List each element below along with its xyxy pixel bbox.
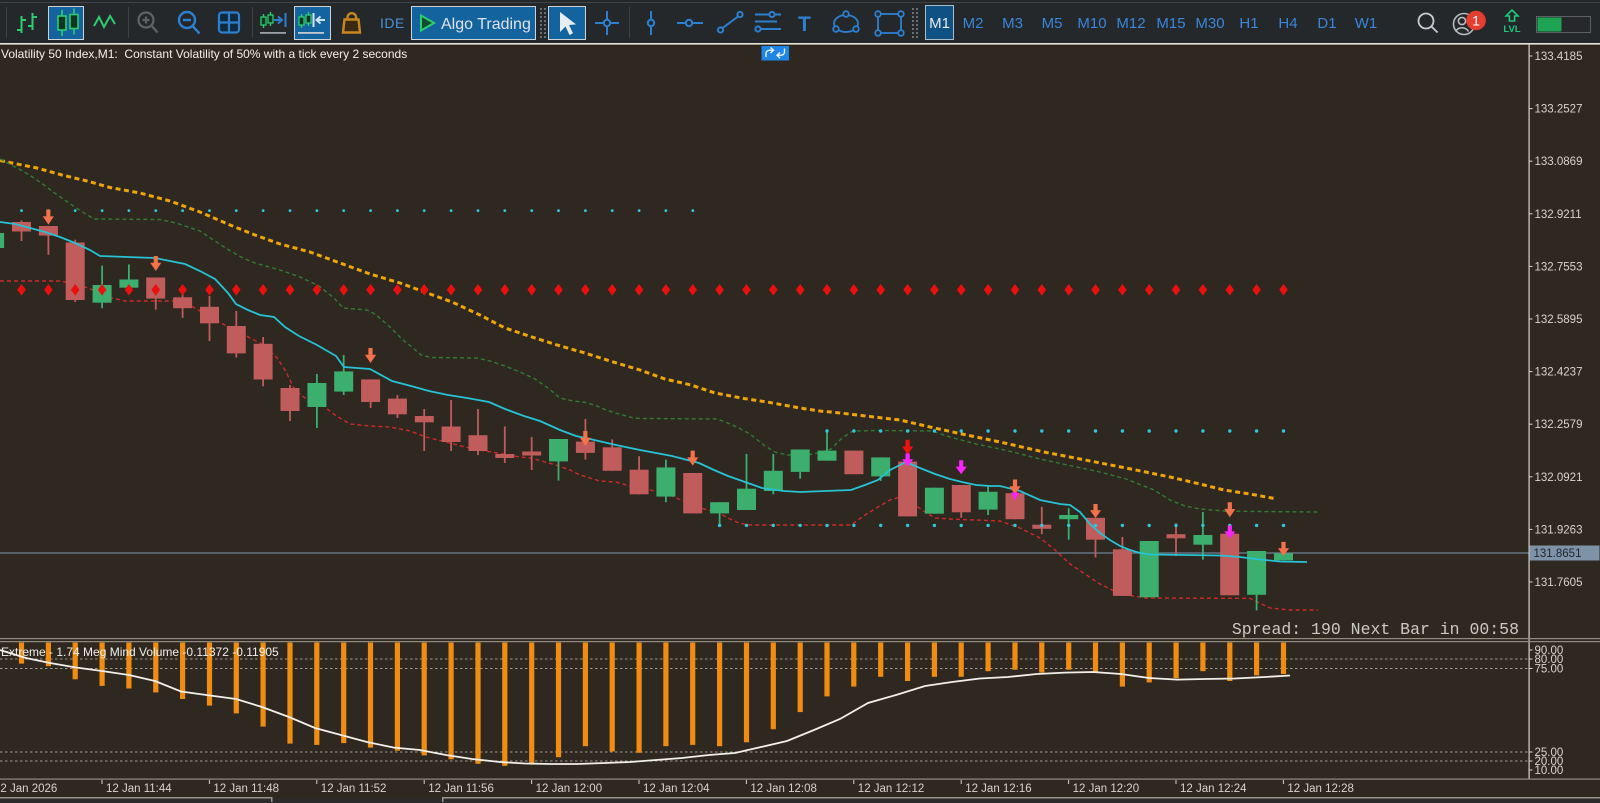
svg-text:12 Jan 11:44: 12 Jan 11:44 bbox=[106, 783, 172, 795]
svg-text:10.00: 10.00 bbox=[1535, 765, 1564, 777]
svg-text:90.00: 90.00 bbox=[1535, 645, 1564, 657]
svg-text:131.8651: 131.8651 bbox=[1534, 548, 1582, 560]
svg-text:12 Jan 12:12: 12 Jan 12:12 bbox=[858, 783, 925, 795]
svg-text:131.7605: 131.7605 bbox=[1535, 577, 1583, 589]
svg-text:H1: H1 bbox=[1239, 15, 1258, 32]
svg-text:12 Jan 11:52: 12 Jan 11:52 bbox=[321, 783, 387, 795]
svg-text:132.5895: 132.5895 bbox=[1535, 314, 1583, 326]
svg-text:80.00: 80.00 bbox=[1535, 654, 1564, 666]
svg-text:M1: M1 bbox=[929, 15, 950, 32]
svg-text:132.2579: 132.2579 bbox=[1535, 419, 1583, 431]
svg-text:Extreme - 1.74 Meg Mind Volume: Extreme - 1.74 Meg Mind Volume -0.11372 … bbox=[1, 645, 279, 659]
svg-text:132.0921: 132.0921 bbox=[1535, 472, 1583, 484]
svg-text:12 Jan 11:48: 12 Jan 11:48 bbox=[213, 783, 279, 795]
svg-text:M3: M3 bbox=[1002, 15, 1023, 32]
svg-text:Volatility 50 Index,M1: Const: Volatility 50 Index,M1: Constant Volatil… bbox=[1, 47, 407, 61]
svg-text:12 Jan 2026: 12 Jan 2026 bbox=[0, 783, 57, 795]
svg-text:T: T bbox=[798, 13, 811, 36]
svg-text:12 Jan 12:16: 12 Jan 12:16 bbox=[965, 783, 1032, 795]
svg-text:132.4237: 132.4237 bbox=[1535, 367, 1583, 379]
svg-text:M15: M15 bbox=[1156, 15, 1185, 32]
svg-text:D1: D1 bbox=[1317, 15, 1336, 32]
svg-text:132.9211: 132.9211 bbox=[1535, 209, 1582, 221]
svg-text:131.9263: 131.9263 bbox=[1535, 524, 1583, 536]
svg-text:132.7553: 132.7553 bbox=[1535, 261, 1583, 273]
svg-text:1: 1 bbox=[1472, 13, 1480, 29]
svg-text:M12: M12 bbox=[1116, 15, 1145, 32]
svg-text:12 Jan 12:08: 12 Jan 12:08 bbox=[750, 783, 817, 795]
svg-text:M30: M30 bbox=[1195, 15, 1224, 32]
svg-text:M10: M10 bbox=[1077, 15, 1106, 32]
svg-text:12 Jan 11:56: 12 Jan 11:56 bbox=[428, 783, 494, 795]
svg-text:133.4185: 133.4185 bbox=[1535, 51, 1583, 63]
svg-text:25.00: 25.00 bbox=[1535, 747, 1564, 759]
svg-text:75.00: 75.00 bbox=[1535, 664, 1564, 676]
svg-text:20.00: 20.00 bbox=[1535, 756, 1564, 768]
svg-text:H4: H4 bbox=[1278, 15, 1297, 32]
svg-text:Algo Trading: Algo Trading bbox=[441, 16, 531, 33]
svg-text:12 Jan 12:04: 12 Jan 12:04 bbox=[643, 783, 710, 795]
svg-text:M5: M5 bbox=[1042, 15, 1063, 32]
svg-text:M2: M2 bbox=[963, 15, 984, 32]
svg-text:12 Jan 12:00: 12 Jan 12:00 bbox=[536, 783, 603, 795]
svg-text:W1: W1 bbox=[1355, 15, 1378, 32]
svg-text:Spread: 190 Next Bar in 00:58: Spread: 190 Next Bar in 00:58 bbox=[1232, 620, 1519, 639]
svg-text:133.0869: 133.0869 bbox=[1535, 156, 1583, 168]
svg-text:133.2527: 133.2527 bbox=[1535, 104, 1583, 116]
svg-text:LVL: LVL bbox=[1503, 24, 1520, 35]
svg-text:12 Jan 12:20: 12 Jan 12:20 bbox=[1073, 783, 1140, 795]
svg-text:IDE: IDE bbox=[380, 15, 405, 31]
svg-text:12 Jan 12:28: 12 Jan 12:28 bbox=[1287, 783, 1354, 795]
svg-text:12 Jan 12:24: 12 Jan 12:24 bbox=[1180, 783, 1247, 795]
